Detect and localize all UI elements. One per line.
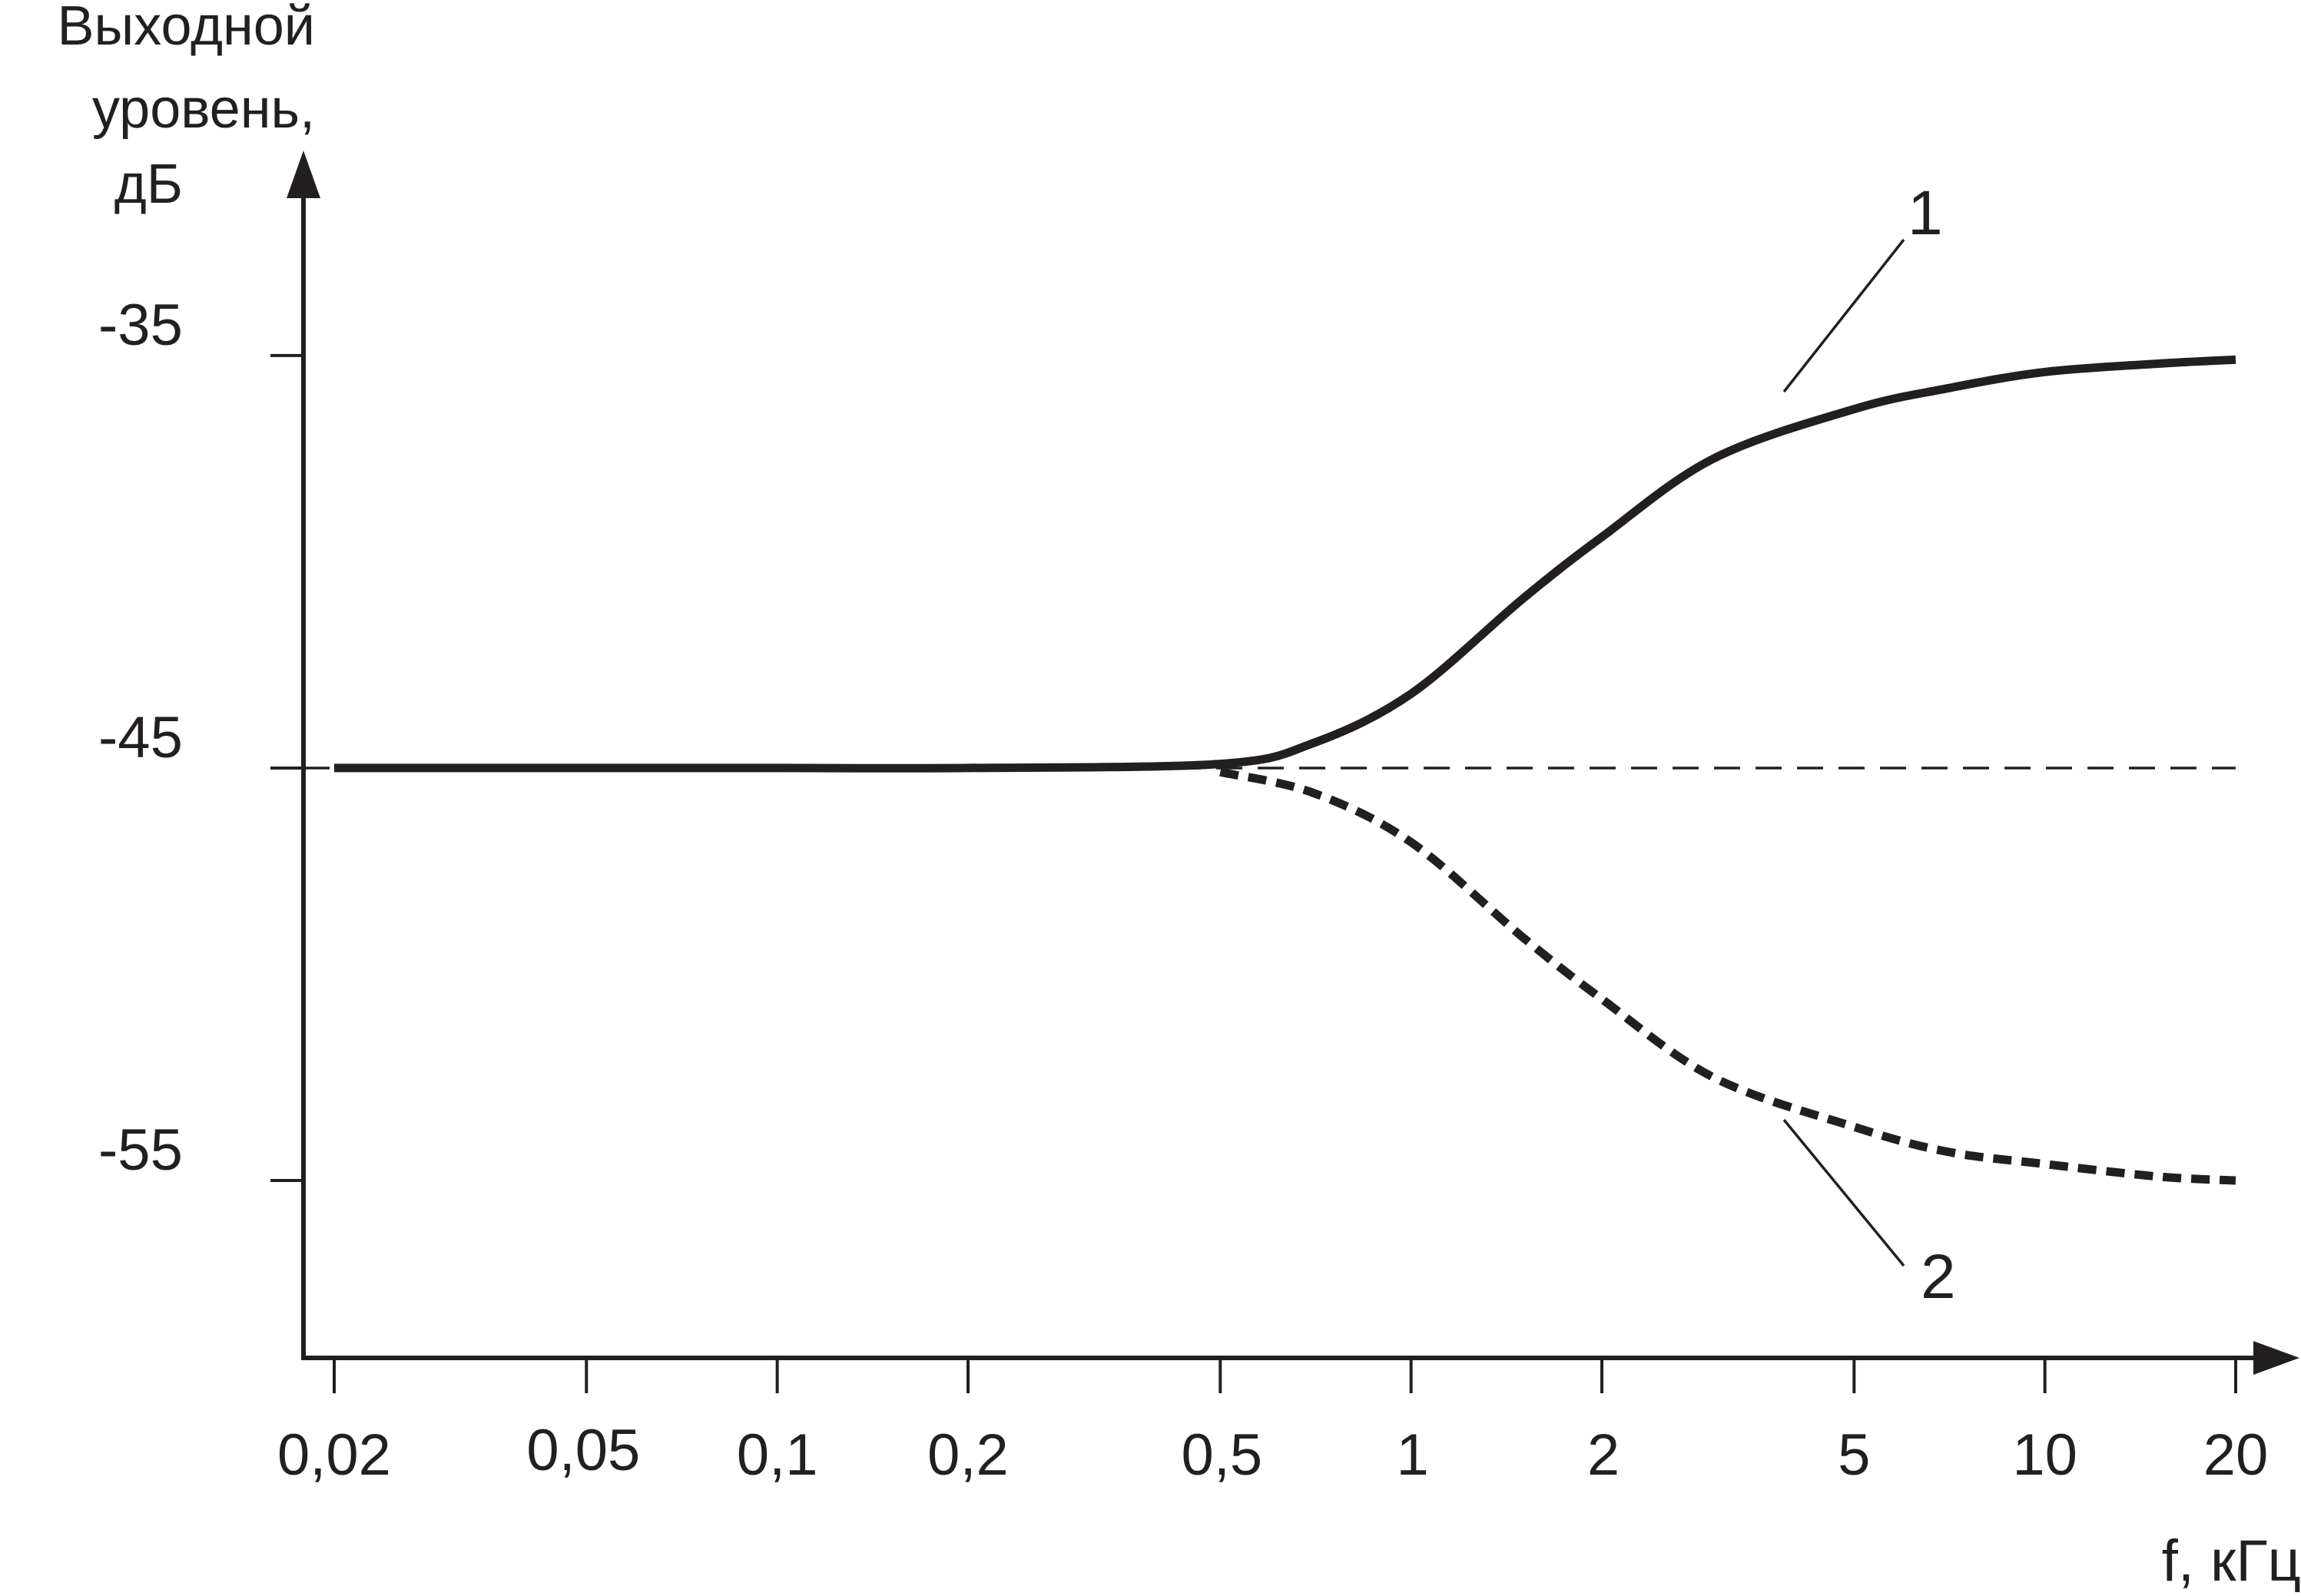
y-ticks: -35 -45 -55 — [98, 293, 303, 1183]
x-tick-label: 0,5 — [1181, 1422, 1262, 1488]
y-axis-arrow — [287, 151, 320, 198]
series-1-leader — [1782, 238, 1905, 393]
x-tick-label: 0,02 — [277, 1422, 391, 1488]
series-2-callout: 2 — [1921, 1242, 1956, 1312]
y-tick-label: -45 — [98, 705, 183, 770]
y-axis-title: Выходной уровень, дБ — [58, 0, 315, 215]
x-ticks: 0,02 0,05 0,1 0,2 0,5 1 2 5 10 20 — [277, 1358, 2268, 1488]
series-1-line — [333, 355, 2236, 773]
x-tick-label: 0,1 — [737, 1422, 818, 1488]
series-2-leader — [1782, 1118, 1905, 1267]
x-axis-arrow — [2253, 1341, 2299, 1375]
series-2-line — [1219, 767, 2236, 1185]
x-tick-label: 5 — [1838, 1422, 1870, 1488]
y-tick-label: -55 — [98, 1118, 183, 1183]
y-axis-title-line-3: дБ — [114, 154, 183, 215]
x-tick-label: 10 — [2012, 1422, 2077, 1488]
series-1-callout: 1 — [1908, 178, 1943, 248]
x-tick-label: 0,2 — [927, 1422, 1009, 1488]
x-tick-label: 1 — [1397, 1422, 1429, 1488]
y-axis-title-line-2: уровень, — [92, 78, 315, 140]
x-axis-title: f, кГц — [2162, 1528, 2301, 1594]
x-tick-label: 2 — [1587, 1422, 1620, 1488]
y-tick-label: -35 — [98, 293, 183, 358]
x-tick-label: 0,05 — [526, 1418, 640, 1483]
x-tick-label: 20 — [2203, 1422, 2269, 1488]
y-axis-title-line-1: Выходной — [58, 0, 315, 57]
